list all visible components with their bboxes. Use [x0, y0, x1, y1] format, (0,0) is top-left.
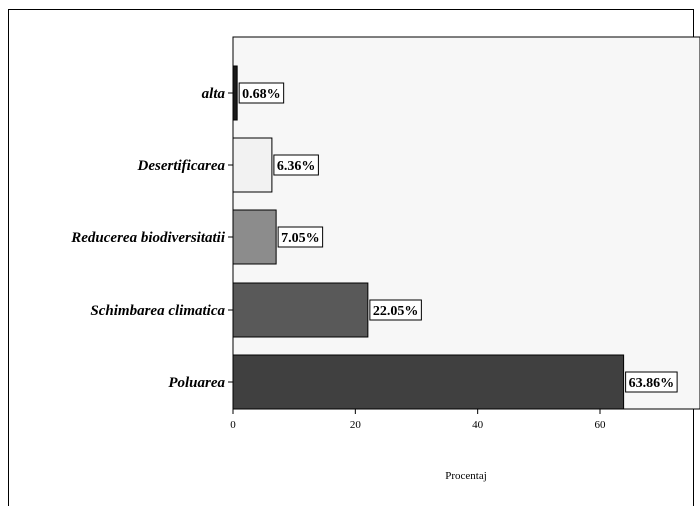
data-label-box: [369, 299, 422, 321]
category-label: Reducerea biodiversitatii: [70, 230, 226, 246]
bar-2: [232, 209, 277, 265]
x-axis-title: Procentaj: [445, 470, 487, 482]
x-tick-label: 40: [472, 419, 484, 431]
data-label-box: [273, 154, 319, 176]
data-label: 6.36%: [277, 159, 316, 174]
data-label-box: [625, 371, 678, 393]
x-tick-label: 20: [350, 419, 362, 431]
bar-0: [232, 65, 238, 121]
category-label: Schimbarea climatica: [90, 303, 225, 319]
bar-4: [232, 354, 625, 410]
bar-3: [232, 282, 369, 338]
x-tick-label: 0: [230, 419, 236, 431]
data-label: 22.05%: [373, 304, 419, 319]
category-label: alta: [202, 86, 226, 102]
bar-1: [232, 137, 273, 193]
x-tick-label: 60: [595, 419, 607, 431]
data-label: 0.68%: [242, 87, 281, 102]
category-label: Poluarea: [168, 375, 225, 391]
data-label-box: [238, 82, 285, 104]
data-label: 7.05%: [281, 231, 320, 246]
data-label-box: [277, 226, 324, 248]
category-label: Desertificarea: [137, 158, 226, 174]
data-label: 63.86%: [629, 376, 675, 391]
plot-area: [232, 36, 700, 410]
